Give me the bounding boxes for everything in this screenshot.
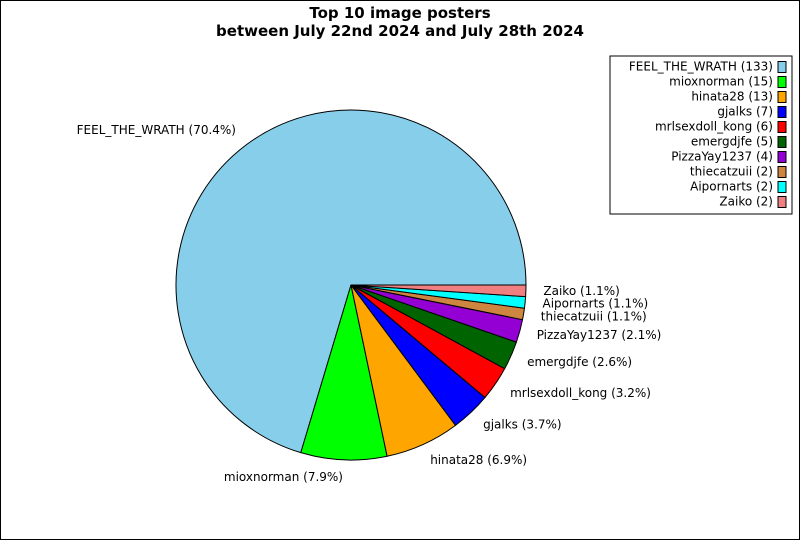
chart-title-line-1: Top 10 image posters [309,4,490,22]
legend-label-mrlsexdoll_kong: mrlsexdoll_kong (6) [655,120,773,134]
slice-label-mioxnorman: mioxnorman (7.9%) [224,470,343,484]
slice-label-zaiko: Zaiko (1.1%) [543,284,619,298]
legend: FEEL_THE_WRATH (133)mioxnorman (15)hinat… [609,55,793,215]
slice-label-gjalks: gjalks (3.7%) [483,418,562,432]
legend-swatch-mioxnorman [777,76,787,88]
legend-swatch-hinata28 [777,91,787,103]
legend-swatch-emergdjfe [777,136,787,148]
legend-label-feel_the_wrath: FEEL_THE_WRATH (133) [629,60,773,74]
legend-swatch-aipornarts [777,181,787,193]
pie-slice-zaiko [350,284,527,298]
legend-label-mioxnorman: mioxnorman (15) [669,75,773,89]
legend-swatch-zaiko [777,196,787,208]
legend-label-hinata28: hinata28 (13) [691,90,773,104]
slice-label-feel_the_wrath: FEEL_THE_WRATH (70.4%) [77,123,236,137]
legend-swatch-mrlsexdoll_kong [777,121,787,133]
legend-box [609,55,793,215]
legend-label-gjalks: gjalks (7) [717,105,773,119]
legend-label-thiecatzuii: thiecatzuii (2) [690,165,773,179]
pie-slice-labels: FEEL_THE_WRATH (70.4%) mioxnorman (7.9%) h… [77,123,662,484]
slice-label-emergdjfe: emergdjfe (2.6%) [527,355,632,369]
slice-label-mrlsexdoll_kong: mrlsexdoll_kong (3.2%) [510,386,651,400]
legend-swatch-pizzayay1237 [777,151,787,163]
legend-swatch-thiecatzuii [777,166,787,178]
pie-slices [175,109,527,461]
slice-label-hinata28: hinata28 (6.9%) [430,453,527,467]
legend-label-emergdjfe: emergdjfe (5) [691,135,773,149]
legend-label-pizzayay1237: PizzaYay1237 (4) [671,150,773,164]
legend-swatch-feel_the_wrath [777,61,787,73]
pie-slice-feel_the_wrath [175,109,527,454]
slice-label-pizzayay1237: PizzaYay1237 (2.1%) [537,328,662,342]
legend-label-zaiko: Zaiko (2) [719,195,773,209]
legend-swatch-gjalks [777,106,787,118]
slice-label-aipornarts: Aipornarts (1.1%) [543,297,649,311]
chart-title-line-2: between July 22nd 2024 and July 28th 202… [216,22,584,40]
slice-label-thiecatzuii: thiecatzuii (1.1%) [541,309,647,323]
legend-label-aipornarts: Aipornarts (2) [690,180,773,194]
